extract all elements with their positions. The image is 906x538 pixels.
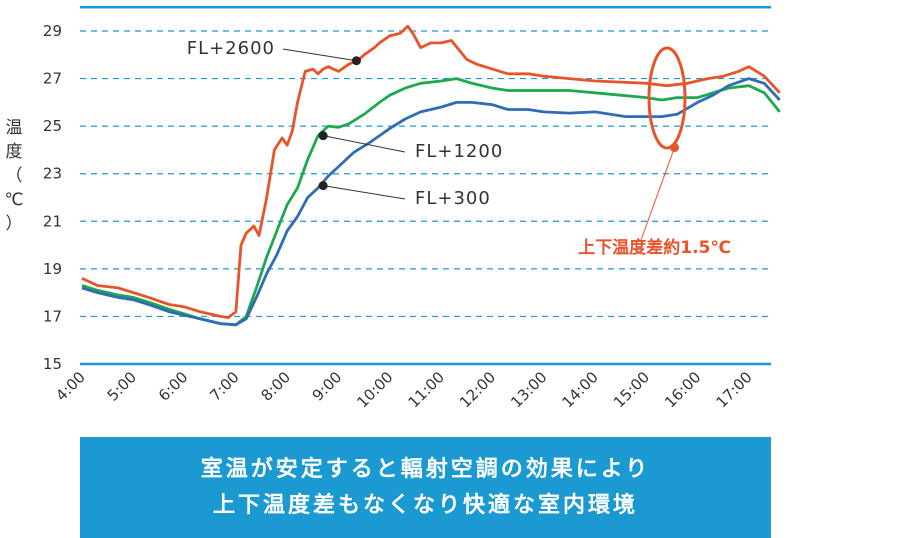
annotation-leader [640, 147, 675, 241]
x-tick-label: 5:00 [104, 368, 141, 405]
grid-lines [80, 5, 771, 366]
x-tick-label: 15:00 [610, 368, 653, 411]
annotation-label: FL+300 [415, 188, 491, 209]
x-tick-label: 9:00 [309, 368, 346, 405]
banner-line-2: 上下温度差もなくなり快適な室内環境 [212, 492, 638, 518]
y-tick-label: 19 [43, 260, 62, 278]
y-tick-label: 15 [43, 355, 62, 373]
y-tick-label: 23 [43, 165, 62, 183]
annotation-dot [351, 56, 361, 66]
x-tick-label: 10:00 [353, 368, 396, 411]
temperature-chart: 29 27 25 23 21 19 17 15 4:00 5:00 6:00 7:00 8:00 9:0… [4, 5, 781, 411]
series-line-fl-300 [81, 77, 781, 327]
annotation-dot [318, 181, 328, 191]
x-tick-labels: 4:00 5:00 6:00 7:00 8:00 9:00 10:00 11:00 12:00 1… [52, 368, 755, 411]
annotation-leader [323, 135, 406, 153]
series-line-fl-2600 [81, 24, 781, 319]
y-tick-label: 25 [43, 117, 62, 135]
annotations: FL+2600 FL+1200 FL+300 上下温度差約1.5℃ [187, 38, 731, 258]
x-tick-label: 12:00 [456, 368, 499, 411]
summary-banner: 室温が安定すると輻射空調の効果により 上下温度差もなくなり快適な室内環境 [80, 437, 771, 538]
annotation-leader [323, 185, 406, 200]
x-tick-label: 6:00 [155, 368, 192, 405]
y-tick-label: 27 [43, 70, 62, 88]
x-tick-label: 17:00 [712, 368, 755, 411]
annotation-leader [282, 48, 357, 62]
temperature-difference-ellipse [647, 46, 687, 150]
x-tick-label: 11:00 [405, 368, 448, 411]
y-tick-label: 21 [43, 212, 62, 230]
annotation-label: FL+2600 [187, 38, 275, 59]
x-tick-label: 13:00 [507, 368, 550, 411]
annotation-label: 上下温度差約1.5℃ [578, 237, 731, 258]
x-tick-label: 8:00 [257, 368, 294, 405]
y-tick-label: 17 [43, 307, 62, 325]
x-tick-label: 16:00 [661, 368, 704, 411]
series-lines [81, 24, 781, 327]
x-tick-label: 14:00 [559, 368, 602, 411]
annotation-dot [670, 143, 680, 153]
annotation-label: FL+1200 [415, 141, 503, 162]
y-tick-labels: 29 27 25 23 21 19 17 15 [43, 22, 62, 373]
x-tick-label: 7:00 [206, 368, 243, 405]
banner-line-1: 室温が安定すると輻射空調の効果により [200, 456, 651, 482]
y-axis-label: 温度（℃） [4, 118, 23, 234]
y-tick-label: 29 [43, 22, 62, 40]
annotation-dot [318, 131, 328, 141]
x-tick-label: 4:00 [52, 368, 89, 405]
highlight-ellipse [647, 46, 687, 150]
